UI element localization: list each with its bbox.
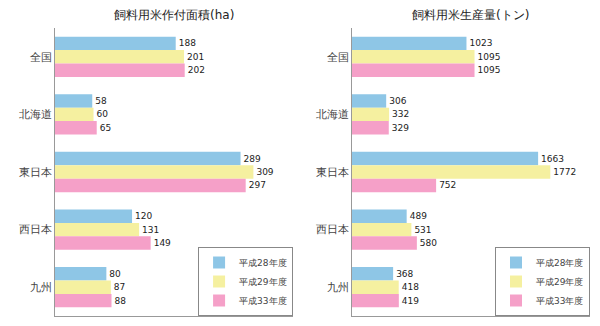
svg-text:東日本: 東日本 (19, 166, 52, 179)
svg-text:131: 131 (142, 225, 159, 235)
svg-text:全国: 全国 (30, 51, 52, 64)
svg-text:全国: 全国 (327, 51, 349, 64)
svg-text:149: 149 (154, 238, 171, 248)
svg-text:332: 332 (392, 109, 409, 119)
svg-text:289: 289 (244, 154, 261, 164)
svg-text:飼料用米作付面積(ha): 飼料用米作付面積(ha) (114, 8, 234, 22)
svg-text:60: 60 (97, 109, 109, 119)
svg-text:飼料用米生産量(トン): 飼料用米生産量(トン) (412, 8, 529, 22)
svg-text:368: 368 (396, 269, 413, 279)
svg-text:752: 752 (439, 180, 456, 190)
svg-text:九州: 九州 (327, 281, 349, 294)
svg-text:188: 188 (179, 38, 196, 48)
svg-text:489: 489 (410, 211, 427, 221)
svg-text:北海道: 北海道 (19, 108, 52, 121)
svg-text:120: 120 (135, 211, 152, 221)
svg-text:1663: 1663 (541, 154, 564, 164)
svg-text:平成28年度: 平成28年度 (536, 258, 583, 268)
svg-text:297: 297 (249, 180, 266, 190)
svg-text:580: 580 (420, 238, 437, 248)
svg-text:1095: 1095 (478, 52, 501, 62)
svg-text:201: 201 (187, 52, 204, 62)
svg-text:418: 418 (402, 282, 419, 292)
svg-text:西日本: 西日本 (316, 223, 349, 236)
svg-text:北海道: 北海道 (316, 108, 349, 121)
svg-text:東日本: 東日本 (316, 166, 349, 179)
svg-text:531: 531 (414, 225, 431, 235)
svg-text:1772: 1772 (553, 167, 576, 177)
svg-text:1023: 1023 (469, 38, 492, 48)
svg-text:80: 80 (109, 269, 121, 279)
svg-text:87: 87 (114, 282, 125, 292)
svg-text:329: 329 (392, 123, 409, 133)
svg-text:九州: 九州 (30, 281, 52, 294)
svg-text:平成33年度: 平成33年度 (536, 296, 583, 306)
svg-text:202: 202 (188, 65, 205, 75)
svg-text:88: 88 (115, 296, 127, 306)
svg-text:306: 306 (389, 96, 406, 106)
svg-text:平成28年度: 平成28年度 (239, 258, 286, 268)
svg-text:平成29年度: 平成29年度 (239, 277, 286, 287)
svg-text:65: 65 (100, 123, 111, 133)
svg-text:1095: 1095 (478, 65, 501, 75)
svg-text:平成33年度: 平成33年度 (239, 296, 286, 306)
svg-text:西日本: 西日本 (19, 223, 52, 236)
svg-text:309: 309 (256, 167, 273, 177)
svg-text:58: 58 (95, 96, 107, 106)
svg-text:平成29年度: 平成29年度 (536, 277, 583, 287)
svg-text:419: 419 (402, 296, 419, 306)
